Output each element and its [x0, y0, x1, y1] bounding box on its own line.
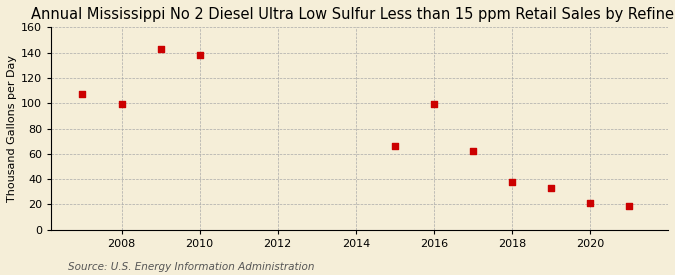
Point	[389, 144, 400, 148]
Point	[116, 102, 127, 107]
Point	[545, 186, 556, 190]
Point	[506, 180, 517, 184]
Point	[77, 92, 88, 97]
Point	[155, 46, 166, 51]
Point	[194, 53, 205, 57]
Point	[468, 149, 479, 153]
Y-axis label: Thousand Gallons per Day: Thousand Gallons per Day	[7, 55, 17, 202]
Point	[585, 201, 595, 205]
Point	[429, 102, 439, 107]
Point	[624, 204, 634, 208]
Text: Source: U.S. Energy Information Administration: Source: U.S. Energy Information Administ…	[68, 262, 314, 272]
Title: Annual Mississippi No 2 Diesel Ultra Low Sulfur Less than 15 ppm Retail Sales by: Annual Mississippi No 2 Diesel Ultra Low…	[31, 7, 675, 22]
